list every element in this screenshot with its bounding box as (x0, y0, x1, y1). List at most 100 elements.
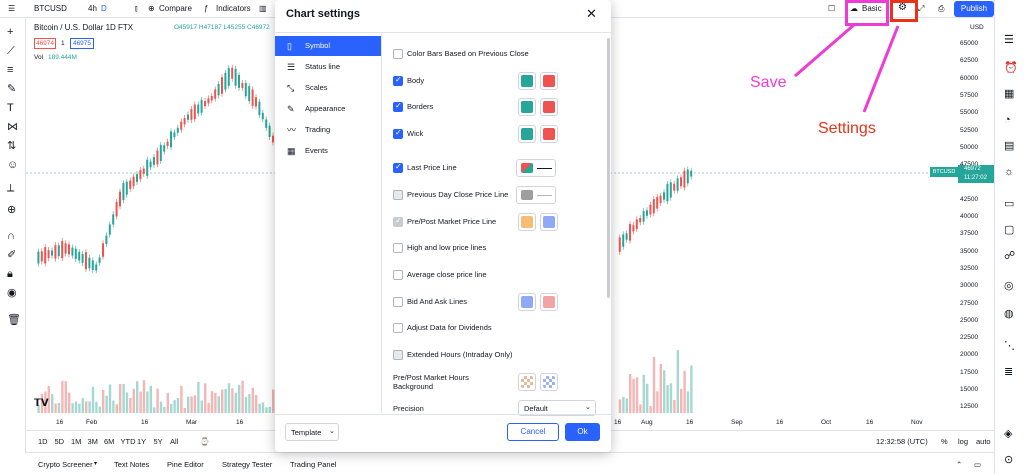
tab-strategy-tester[interactable]: Strategy Tester (222, 460, 273, 469)
prediction-icon[interactable]: ⇅ (7, 140, 17, 152)
collapse-icon[interactable]: ⌃ (956, 460, 963, 469)
checkbox-pre-post-market-price-line[interactable] (393, 216, 403, 227)
pen-icon[interactable]: ✎ (7, 83, 17, 95)
time-axis[interactable]: 16 Feb 16 Mar 16 16 Aug 16 Sep 16 Oct 16 Nov (26, 413, 956, 430)
news-icon[interactable]: ☍ (1004, 250, 1016, 262)
range-5y[interactable]: 5Y (153, 437, 163, 446)
last-price-line-style[interactable] (516, 159, 556, 177)
checkbox-color-bars-based-on-previous-close[interactable] (393, 49, 403, 59)
checkbox-body[interactable] (393, 75, 403, 86)
zoom-in-icon[interactable]: ⊕ (7, 204, 17, 216)
save-layout-button[interactable]: Basic (862, 4, 882, 13)
layouts-icon[interactable]: ▥ (259, 4, 267, 13)
cancel-button[interactable]: Cancel (507, 423, 559, 441)
broadcast-icon[interactable]: ◎ (1004, 280, 1014, 292)
fullscreen-icon[interactable]: ⤢ (918, 4, 925, 13)
tab-trading-panel[interactable]: Trading Panel (290, 460, 337, 469)
checkbox-borders[interactable] (393, 101, 403, 112)
help-icon[interactable]: ⊙ (1004, 454, 1014, 466)
chart-canvas[interactable]: Bitcoin / U.S. Dollar 1D FTX O45917 H471… (26, 18, 956, 430)
compare-button[interactable]: Compare (159, 4, 192, 13)
precision-select[interactable]: Default ⌄ (518, 400, 596, 416)
trash-icon[interactable]: 🗑︎ (7, 314, 21, 326)
prepost-bg-color-post[interactable] (540, 373, 558, 391)
ok-button[interactable]: Ok (565, 423, 600, 441)
data-window-icon[interactable]: ▦ (1004, 88, 1015, 100)
range-all[interactable]: All (170, 437, 179, 446)
prev-close-line-style[interactable] (516, 186, 556, 204)
tab-text-notes[interactable]: Text Notes (114, 460, 150, 469)
range-5d[interactable]: 5D (54, 437, 65, 446)
color-swatch[interactable] (518, 98, 536, 116)
range-1d[interactable]: 1D (38, 437, 48, 446)
hotlists-icon[interactable]: ◔ (1004, 114, 1011, 126)
price-chart[interactable] (26, 18, 956, 430)
utc-clock[interactable]: 12:32:58 (UTC) (876, 437, 928, 446)
checkbox-average-close-price-line[interactable] (393, 270, 403, 280)
color-swatch[interactable] (540, 98, 558, 116)
indicators-button[interactable]: Indicators (216, 4, 251, 13)
maximize-icon[interactable]: ▭ (974, 460, 982, 469)
range-1m[interactable]: 1M (71, 437, 82, 446)
settings-gear-icon[interactable]: ⚙ (898, 2, 907, 13)
checkbox-extended-hours-intraday-only[interactable] (393, 350, 403, 360)
color-swatch[interactable] (518, 72, 536, 90)
checkbox-previous-day-close-price-line[interactable] (393, 190, 403, 200)
trendline-icon[interactable]: ⟋ (7, 45, 15, 57)
candles-style-icon[interactable]: ⫾ (135, 4, 138, 13)
interval-4h[interactable]: 4h (88, 4, 97, 13)
prepost-bg-color-pre[interactable] (518, 373, 536, 391)
checkbox-bid-and-ask-lines[interactable] (393, 297, 403, 307)
eye-icon[interactable]: ◉ (7, 287, 17, 299)
tab-crypto-screener[interactable]: Crypto Screener (38, 460, 93, 469)
currency-selector[interactable]: USD (970, 24, 984, 31)
dom-icon[interactable]: ≣ (1004, 366, 1014, 378)
streams-icon[interactable]: ▭ (1004, 198, 1015, 210)
color-swatch[interactable] (540, 125, 558, 143)
range-ytd[interactable]: YTD (120, 437, 136, 446)
indicators-icon[interactable]: ƒ (204, 4, 209, 13)
emoji-icon[interactable]: ☺ (7, 159, 19, 171)
watchlist-icon[interactable]: ☰ (1004, 34, 1014, 46)
pattern-icon[interactable]: ⋈ (7, 121, 18, 133)
calendar-icon[interactable]: ▤ (1004, 140, 1015, 152)
goto-date-icon[interactable]: ⌚ (200, 437, 210, 446)
cloud-icon[interactable]: ☁ (850, 4, 858, 13)
color-swatch[interactable] (518, 293, 536, 311)
color-swatch[interactable] (540, 72, 558, 90)
crosshair-icon[interactable]: + (7, 26, 14, 38)
stay-drawing-icon[interactable]: ✐ (7, 249, 17, 261)
bid-box[interactable]: 46974 (34, 38, 56, 49)
color-swatch[interactable] (540, 213, 558, 231)
price-axis[interactable]: USD 65000 62500 60000 57500 55000 52500 50000 4… (930, 18, 994, 430)
magnet-icon[interactable]: ∩ (7, 230, 15, 242)
publish-button[interactable]: Publish (954, 1, 994, 17)
symbol-search[interactable]: BTCUSD (34, 4, 67, 13)
checkbox-high-and-low-price-lines[interactable] (393, 243, 403, 253)
nav-scales[interactable]: ⤡ Scales (275, 78, 381, 98)
compare-icon[interactable]: ⊕ (148, 4, 155, 13)
ideas-icon[interactable]: ☼ (1004, 166, 1015, 178)
notifications-icon[interactable]: ◍ (1004, 308, 1014, 320)
fullscreen-toggle-icon[interactable]: ☐ (828, 4, 836, 13)
color-swatch[interactable] (540, 293, 558, 311)
fib-icon[interactable]: ≡ (7, 64, 14, 76)
close-icon[interactable]: ✕ (586, 6, 597, 21)
ruler-icon[interactable]: ⟂ (7, 182, 15, 194)
lock-icon[interactable]: 🔒︎ (7, 268, 13, 280)
auto-toggle[interactable]: auto (976, 437, 991, 446)
nav-appearance[interactable]: ✎ Appearance (275, 99, 381, 119)
layers-icon[interactable]: ◈ (1004, 428, 1013, 440)
range-1y[interactable]: 1Y (137, 437, 147, 446)
scrollbar[interactable] (607, 38, 610, 298)
text-icon[interactable]: T (7, 102, 14, 114)
checkbox-last-price-line[interactable] (393, 162, 403, 173)
nav-symbol[interactable]: ▯ Symbol (275, 36, 381, 56)
nav-events[interactable]: ▦ Events (275, 141, 381, 161)
color-swatch[interactable] (518, 213, 536, 231)
chevron-down-icon[interactable]: ▾ (94, 461, 98, 467)
range-6m[interactable]: 6M (104, 437, 115, 446)
ask-box[interactable]: 46975 (70, 38, 94, 49)
checkbox-wick[interactable] (393, 128, 403, 139)
order-panel-icon[interactable]: ⋱ (1004, 340, 1015, 352)
